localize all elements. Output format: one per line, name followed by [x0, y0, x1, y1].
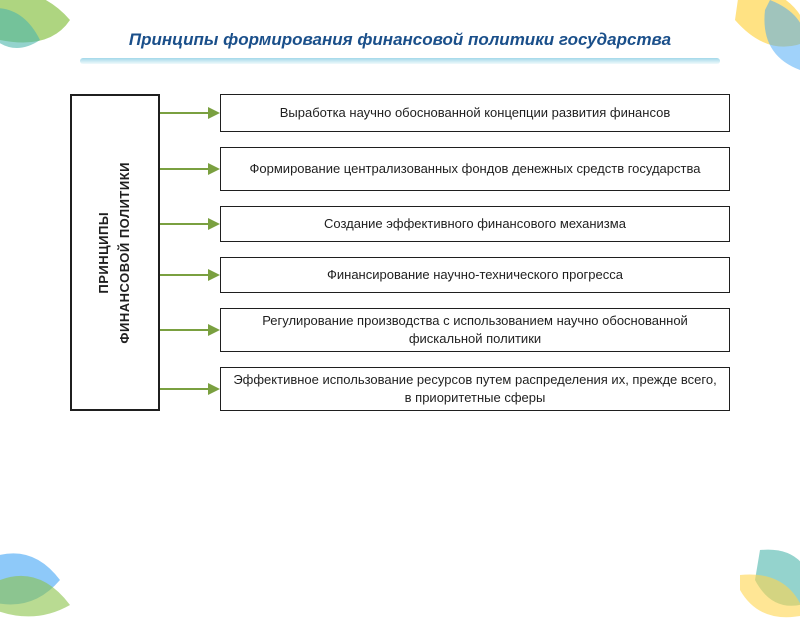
item-text-1: Выработка научно обоснованной концепции …: [280, 104, 671, 122]
item-text-5: Регулирование производства с использован…: [233, 312, 717, 347]
item-text-4: Финансирование научно-технического прогр…: [327, 266, 623, 284]
item-box-2: Формирование централизованных фондов ден…: [220, 147, 730, 191]
item-text-3: Создание эффективного финансового механи…: [324, 215, 626, 233]
item-box-6: Эффективное использование ресурсов путем…: [220, 367, 730, 411]
item-box-5: Регулирование производства с использован…: [220, 308, 730, 352]
item-box-3: Создание эффективного финансового механи…: [220, 206, 730, 242]
items-column: Выработка научно обоснованной концепции …: [220, 94, 730, 426]
item-box-1: Выработка научно обоснованной концепции …: [220, 94, 730, 132]
item-box-4: Финансирование научно-технического прогр…: [220, 257, 730, 293]
page-title: Принципы формирования финансовой политик…: [60, 30, 740, 50]
item-text-6: Эффективное использование ресурсов путем…: [233, 371, 717, 406]
title-underline: [80, 58, 720, 64]
item-text-2: Формирование централизованных фондов ден…: [250, 160, 701, 178]
diagram-container: ПРИНЦИПЫ ФИНАНСОВОЙ ПОЛИТИКИ Выработка н…: [70, 94, 800, 524]
